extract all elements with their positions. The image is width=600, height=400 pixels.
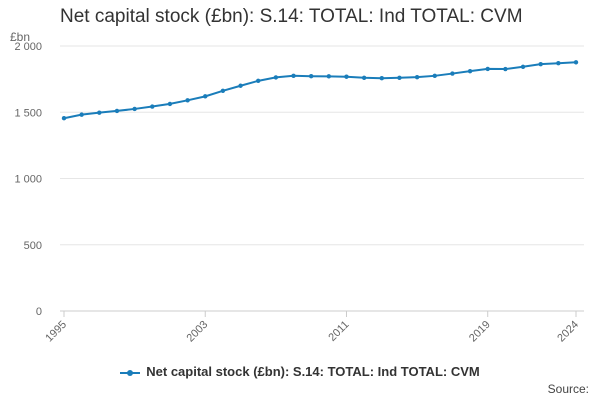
data-point[interactable] — [79, 112, 84, 117]
data-point[interactable] — [203, 94, 208, 99]
y-tick-label: 0 — [36, 306, 42, 318]
data-point[interactable] — [220, 88, 226, 93]
source-label: Source: — [547, 382, 589, 396]
data-point[interactable] — [379, 75, 384, 81]
data-point[interactable] — [114, 108, 120, 114]
data-point[interactable] — [432, 73, 437, 79]
data-point[interactable] — [150, 104, 155, 109]
data-point[interactable] — [61, 116, 67, 121]
data-point[interactable] — [308, 74, 314, 79]
gridlines — [60, 45, 584, 312]
series-layer — [61, 60, 579, 121]
data-point[interactable] — [256, 78, 261, 84]
data-point[interactable] — [132, 106, 137, 112]
data-point[interactable] — [167, 101, 173, 107]
x-tick-label: 1995 — [43, 319, 69, 345]
data-point[interactable] — [467, 68, 473, 74]
data-point[interactable] — [273, 75, 279, 80]
legend[interactable]: Net capital stock (£bn): S.14: TOTAL: In… — [0, 364, 600, 379]
chart-title: Net capital stock (£bn): S.14: TOTAL: In… — [60, 6, 523, 27]
y-tick-label: 2 000 — [14, 41, 42, 53]
x-tick-label: 2011 — [326, 319, 351, 344]
y-tick-label: 1 000 — [14, 174, 42, 186]
data-point[interactable] — [344, 74, 349, 79]
data-point[interactable] — [185, 98, 190, 103]
data-point[interactable] — [520, 64, 526, 70]
y-axis-unit-label: £bn — [10, 30, 31, 44]
data-point[interactable] — [573, 60, 579, 65]
data-point[interactable] — [238, 83, 243, 88]
y-tick-label: 500 — [24, 240, 42, 252]
x-tick-label: 2019 — [467, 319, 493, 345]
data-point[interactable] — [397, 75, 402, 81]
legend-swatch-dot — [127, 369, 134, 376]
data-point[interactable] — [361, 75, 367, 81]
x-tick-label: 2024 — [555, 319, 581, 345]
data-point[interactable] — [326, 74, 332, 79]
axes: 0 500 1 000 1 500 2 000 1995 2003 2011 2019 2024 — [14, 41, 581, 344]
data-point[interactable] — [414, 74, 420, 80]
data-point[interactable] — [503, 66, 508, 72]
data-point[interactable] — [450, 71, 455, 76]
legend-label: Net capital stock (£bn): S.14: TOTAL: In… — [146, 364, 480, 379]
data-point[interactable] — [485, 66, 490, 72]
x-tick-label: 2003 — [185, 319, 211, 345]
y-tick-label: 1 500 — [14, 107, 42, 119]
series-line[interactable] — [63, 61, 577, 120]
data-point[interactable] — [556, 61, 561, 66]
data-point[interactable] — [97, 110, 102, 115]
data-point[interactable] — [291, 73, 296, 79]
legend-swatch — [120, 368, 141, 378]
data-point[interactable] — [538, 61, 543, 67]
